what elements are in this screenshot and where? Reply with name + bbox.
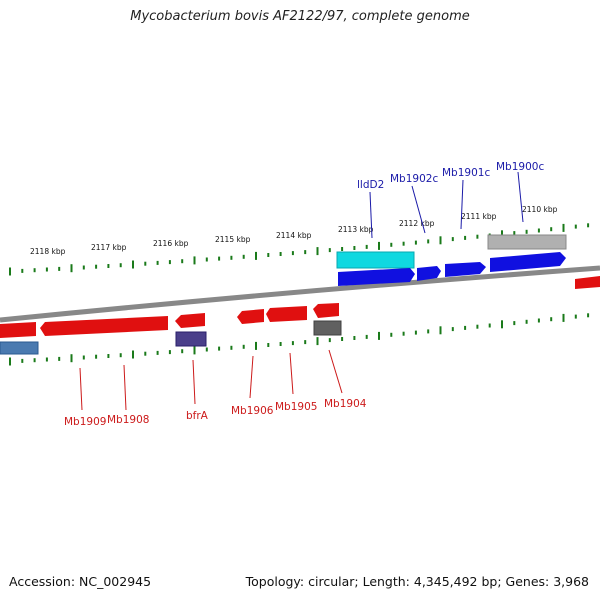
- scale-label: 2117 kbp: [91, 243, 127, 252]
- scale-label: 2112 kbp: [399, 219, 435, 228]
- gene-feature-gray: [487, 234, 567, 250]
- gene-feature-cyan: [336, 251, 415, 269]
- gene-label: Mb1906: [231, 405, 274, 417]
- forward-labels: lldD2 Mb1902c Mb1901c Mb1900c: [357, 161, 544, 239]
- map-title: Mycobacterium bovis AF2122/97, complete …: [130, 9, 470, 24]
- gene-arrow-lldD2: [338, 268, 415, 286]
- gene-arrow-right-edge: [575, 276, 600, 289]
- scale-label: 2111 kbp: [461, 212, 497, 221]
- genome-summary-text: Topology: circular; Length: 4,345,492 bp…: [245, 574, 589, 589]
- gene-label: Mb1908: [107, 414, 149, 426]
- gene-feature-darkgray: [313, 320, 342, 336]
- reverse-labels: Mb1909 Mb1908 bfrA Mb1906 Mb1905 Mb1904: [64, 349, 367, 428]
- gene-label: lldD2: [357, 179, 384, 191]
- gene-label: Mb1901c: [442, 167, 490, 179]
- gene-arrow-Mb1909: [40, 316, 168, 336]
- scale-label: 2116 kbp: [153, 239, 189, 248]
- gene-arrow-Mb1905: [266, 306, 307, 322]
- scale-label: 2113 kbp: [338, 225, 374, 234]
- gene-arrow-left-edge: [0, 322, 36, 338]
- forward-features: [336, 234, 600, 289]
- scale-label: 2115 kbp: [215, 235, 251, 244]
- gene-label: Mb1905: [275, 401, 317, 413]
- gene-label: Mb1902c: [390, 173, 438, 185]
- gene-label: bfrA: [186, 410, 209, 422]
- gene-label: Mb1904: [324, 398, 367, 410]
- gene-arrow-Mb1902c: [417, 266, 441, 281]
- scale-label: 2110 kbp: [522, 205, 558, 214]
- gene-feature-purple: [175, 331, 207, 347]
- gene-feature-steel: [0, 341, 39, 355]
- gene-label: Mb1909: [64, 416, 106, 428]
- gene-arrow-Mb1904: [313, 303, 339, 318]
- gene-arrow-Mb1900c: [490, 252, 566, 272]
- gene-arrow-Mb1906: [237, 309, 264, 324]
- gene-arrow-bfrA: [175, 313, 205, 328]
- scale-label: 2118 kbp: [30, 247, 66, 256]
- top-tick-row: [9, 223, 590, 276]
- genome-backbone: [0, 265, 600, 323]
- scale-label: 2114 kbp: [276, 231, 312, 240]
- reverse-features: [0, 303, 342, 355]
- bottom-tick-row: [9, 313, 590, 366]
- scale-labels: 2118 kbp 2117 kbp 2116 kbp 2115 kbp 2114…: [30, 205, 558, 256]
- gene-label: Mb1900c: [496, 161, 544, 173]
- accession-text: Accession: NC_002945: [9, 574, 152, 589]
- gene-arrow-Mb1901c: [445, 262, 486, 277]
